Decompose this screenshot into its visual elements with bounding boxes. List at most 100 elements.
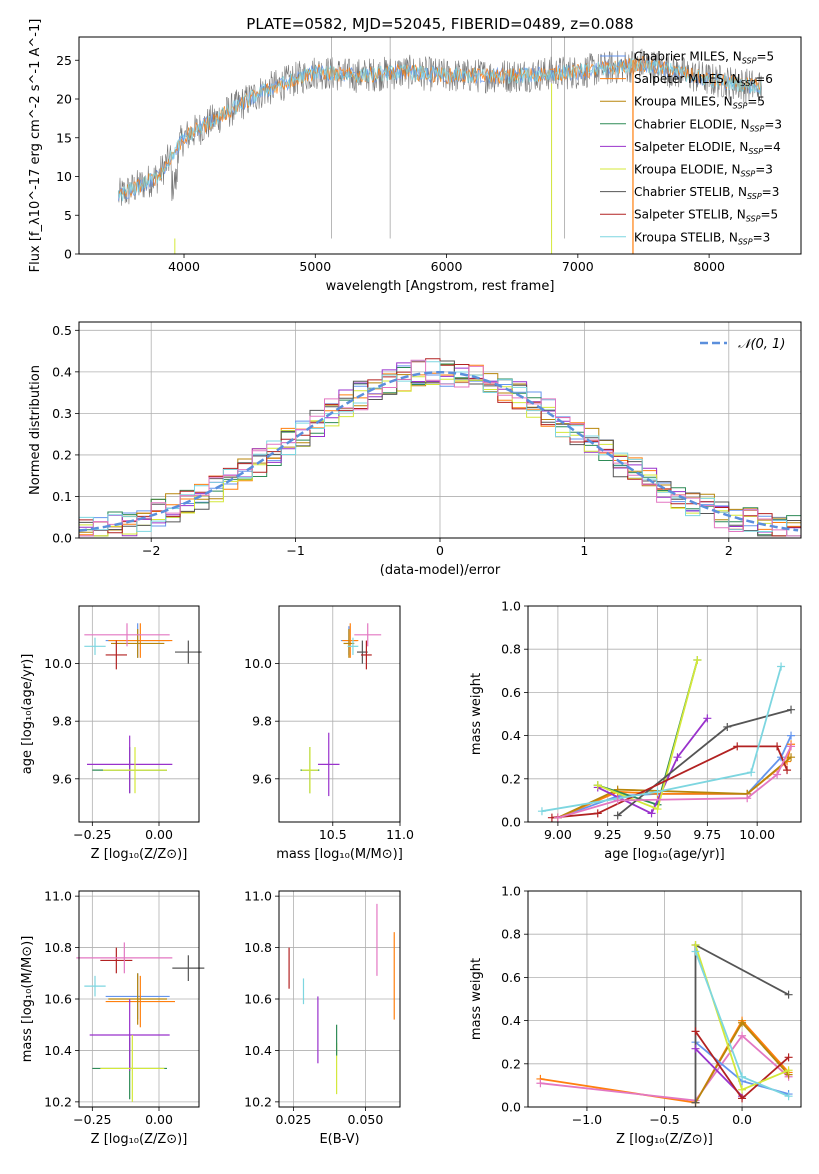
x-tick-label: 9.50 (644, 827, 672, 842)
axes-frame (78, 321, 802, 539)
y-tick-label: 0 (64, 247, 72, 262)
y-axis-label: Normed distribution (28, 365, 43, 495)
x-axis-label: (data-model)/error (380, 563, 501, 578)
weight-marker (537, 807, 546, 816)
x-axis-label: E(B-V) (319, 1132, 359, 1147)
x-tick-label: 0.050 (348, 1112, 384, 1127)
axes-frame (78, 605, 200, 823)
legend-label-value: =3 (764, 117, 782, 131)
panel-residuals: −2 −1 0 1 2 0.0 0.1 0.2 0.3 0.4 0.5 (data-model)/er… (28, 321, 802, 578)
y-tick-label: 0.6 (501, 685, 521, 700)
weight-marker (773, 770, 782, 779)
y-tick-label: 10.8 (44, 940, 72, 955)
x-axis-label: Z [log₁₀(Z/Z⊙)] (616, 1132, 713, 1147)
y-tick-label: 9.8 (52, 714, 72, 729)
y-tick-label: 0.0 (501, 815, 521, 830)
legend-label-text: Salpeter STELIB, N (634, 208, 746, 222)
x-tick-label: 8000 (693, 259, 725, 274)
panel-age_vs_Z: −0.25 0.00 9.6 9.8 10.0 Z [log₁₀(Z/Z⊙)] age [l… (20, 605, 202, 862)
y-tick-label: 10.6 (244, 992, 272, 1007)
weight-series (536, 941, 793, 1107)
weight-marker (693, 656, 702, 664)
x-axis-label: wavelength [Angstrom, rest frame] (326, 279, 555, 294)
y-axis-label: age [log₁₀(age/yr)] (20, 654, 35, 775)
x-tick-label: 0.00 (145, 827, 173, 842)
x-tick-label: −0.25 (73, 1112, 111, 1127)
x-tick-label: −0.25 (73, 827, 111, 842)
weight-marker (593, 781, 602, 790)
x-tick-label: −2 (142, 543, 160, 558)
legend-label-subscript: SSP (741, 170, 756, 179)
weight-marker (783, 766, 792, 775)
y-tick-label: 0.2 (52, 447, 72, 462)
y-tick-label: 10.2 (44, 1094, 72, 1109)
legend-label-subscript: SSP (747, 192, 762, 201)
x-axis-label: Z [log₁₀(Z/Z⊙)] (91, 1132, 188, 1147)
legend-label: Salpeter MILES, NSSP=6 (634, 72, 773, 88)
weight-marker (738, 1094, 747, 1103)
y-tick-label: 15 (56, 130, 72, 145)
x-tick-label: 9.25 (594, 827, 622, 842)
weight-marker (613, 811, 622, 820)
weight-marker (733, 742, 742, 751)
y-axis-label: mass [log₁₀(M/M⊙)] (20, 936, 35, 1063)
y-tick-label: 10.4 (244, 1043, 272, 1058)
legend-label-text: Salpeter MILES, N (634, 72, 741, 86)
legend-label-text: Chabrier ELODIE, N (634, 117, 750, 131)
weight-marker (787, 731, 796, 740)
normal-curve (79, 371, 799, 532)
legend-label-subscript: SSP (733, 102, 748, 111)
x-tick-label: −0.5 (649, 1112, 679, 1127)
axes-frame (278, 890, 401, 1108)
x-tick-label: 0 (436, 543, 444, 558)
x-tick-label: 2 (725, 543, 733, 558)
legend-label-subscript: SSP (742, 57, 757, 66)
weight-marker (787, 705, 796, 714)
x-tick-label: −1 (286, 543, 304, 558)
axes-frame (78, 36, 802, 255)
weight-marker (784, 1066, 793, 1075)
y-tick-label: 0.6 (501, 970, 521, 985)
legend-label-value: =3 (755, 163, 773, 177)
residual-histogram (79, 359, 801, 537)
y-tick-label: 1.0 (501, 884, 521, 899)
y-tick-label: 10.0 (44, 656, 72, 671)
y-tick-label: 0.1 (52, 489, 72, 504)
legend-label-text: Kroupa STELIB, N (634, 230, 738, 244)
y-tick-label: 0.2 (501, 1056, 521, 1071)
histograms (79, 358, 801, 537)
y-tick-label: 10 (56, 169, 72, 184)
x-tick-label: 0.0 (732, 1112, 752, 1127)
legend-label: Chabrier ELODIE, NSSP=3 (634, 117, 782, 133)
x-tick-label: 9.75 (693, 827, 721, 842)
y-tick-label: 10.2 (244, 1094, 272, 1109)
legend-label-value: =5 (747, 95, 765, 109)
y-tick-label: 10.8 (244, 940, 272, 955)
weight-marker (743, 794, 752, 803)
error-bars (76, 942, 205, 1102)
weight-marker (613, 796, 622, 805)
weight-marker (747, 768, 756, 777)
y-tick-label: 0.2 (501, 771, 521, 786)
legend-label-subscript: SSP (746, 215, 761, 224)
legend-label-subscript: SSP (741, 79, 756, 88)
weight-marker (653, 787, 662, 796)
y-tick-label: 0.0 (501, 1100, 521, 1115)
y-tick-label: 0.4 (501, 728, 521, 743)
y-tick-label: 0.0 (52, 531, 72, 546)
figure-title: PLATE=0582, MJD=52045, FIBERID=0489, z=0… (246, 15, 633, 33)
data-spectrum-line (118, 48, 762, 206)
weight-marker (738, 1085, 747, 1094)
weight-marker (691, 1098, 700, 1107)
legend-label-subscript: SSP (750, 124, 765, 133)
legend-label-value: =4 (763, 140, 781, 154)
y-tick-label: 11.0 (44, 889, 72, 904)
weight-marker (787, 753, 796, 762)
weight-marker (553, 813, 562, 822)
weight-marker (738, 1031, 747, 1040)
weight-marker (653, 805, 662, 814)
weight-marker (691, 1044, 700, 1053)
legend-label: Chabrier MILES, NSSP=5 (634, 50, 774, 66)
